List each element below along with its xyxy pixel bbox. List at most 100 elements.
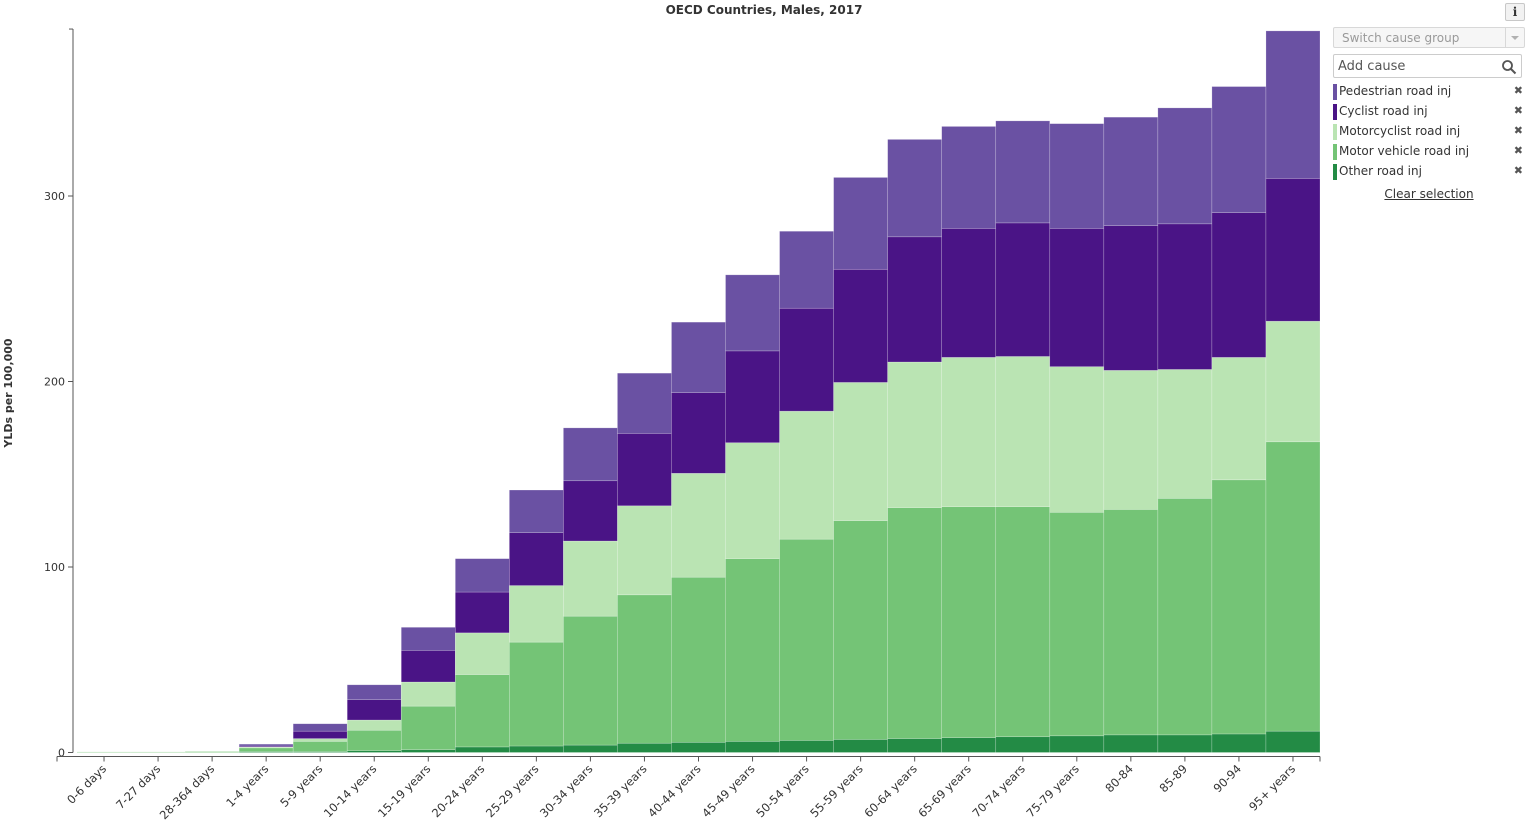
bar-segment[interactable] xyxy=(346,719,402,731)
bar-segment[interactable] xyxy=(509,532,564,586)
bar-segment[interactable] xyxy=(563,615,618,746)
remove-cause-icon[interactable]: ✖ xyxy=(1513,84,1523,97)
bar-segment[interactable] xyxy=(617,433,672,507)
bar-segment[interactable] xyxy=(238,743,294,747)
dropdown-arrow-icon[interactable] xyxy=(1505,28,1524,47)
bar-segment[interactable] xyxy=(1103,370,1159,510)
bar-segment[interactable] xyxy=(941,126,997,229)
bar-segment[interactable] xyxy=(887,236,942,363)
bar-segment[interactable] xyxy=(995,736,1051,753)
bar-segment[interactable] xyxy=(509,489,564,533)
bar-segment[interactable] xyxy=(563,744,618,753)
bar-segment[interactable] xyxy=(617,594,672,744)
bar-segment[interactable] xyxy=(995,120,1051,224)
bar-segment[interactable] xyxy=(1157,223,1213,370)
bar-segment[interactable] xyxy=(1049,123,1105,229)
bar-segment[interactable] xyxy=(238,747,294,752)
bar-segment[interactable] xyxy=(779,230,834,309)
bar-segment[interactable] xyxy=(1265,178,1321,322)
legend-item[interactable]: Pedestrian road inj ✖ xyxy=(1333,82,1525,102)
add-cause-field[interactable] xyxy=(1333,54,1522,78)
bar-segment[interactable] xyxy=(779,538,834,741)
bar-segment[interactable] xyxy=(833,739,888,753)
bar-segment[interactable] xyxy=(400,626,456,651)
bar-segment[interactable] xyxy=(346,684,402,700)
bar-segment[interactable] xyxy=(671,741,726,753)
bar-segment[interactable] xyxy=(400,650,456,683)
bar-segment[interactable] xyxy=(1211,86,1267,213)
bar-segment[interactable] xyxy=(184,751,240,753)
bar-segment[interactable] xyxy=(130,751,186,753)
bar-segment[interactable] xyxy=(400,681,456,707)
bar-segment[interactable] xyxy=(1211,357,1267,481)
bar-segment[interactable] xyxy=(833,268,888,383)
bar-segment[interactable] xyxy=(292,741,348,752)
bar-segment[interactable] xyxy=(509,745,564,753)
bar-segment[interactable] xyxy=(779,307,834,412)
bar-segment[interactable] xyxy=(1157,107,1213,225)
bar-segment[interactable] xyxy=(1157,734,1213,753)
bar-segment[interactable] xyxy=(779,410,834,540)
bar-segment[interactable] xyxy=(454,591,510,634)
bar-segment[interactable] xyxy=(617,505,672,596)
bar-segment[interactable] xyxy=(292,723,348,732)
bar-segment[interactable] xyxy=(1103,116,1159,226)
bar-segment[interactable] xyxy=(1265,30,1321,179)
bar-segment[interactable] xyxy=(292,730,348,739)
bar-segment[interactable] xyxy=(1049,228,1105,367)
bar-segment[interactable] xyxy=(725,442,780,559)
info-button[interactable]: i xyxy=(1505,3,1525,21)
bar-segment[interactable] xyxy=(671,576,726,743)
bar-segment[interactable] xyxy=(617,742,672,753)
bar-segment[interactable] xyxy=(454,746,510,753)
bar-segment[interactable] xyxy=(563,427,618,482)
legend-item[interactable]: Motorcyclist road inj ✖ xyxy=(1333,122,1525,142)
bar-segment[interactable] xyxy=(887,139,942,238)
clear-selection-link[interactable]: Clear selection xyxy=(1384,187,1474,201)
legend-item[interactable]: Cyclist road inj ✖ xyxy=(1333,102,1525,122)
remove-cause-icon[interactable]: ✖ xyxy=(1513,124,1523,137)
bar-segment[interactable] xyxy=(995,356,1051,508)
bar-segment[interactable] xyxy=(833,177,888,270)
bar-segment[interactable] xyxy=(1103,734,1159,753)
bar-segment[interactable] xyxy=(1049,735,1105,753)
remove-cause-icon[interactable]: ✖ xyxy=(1513,104,1523,117)
bar-segment[interactable] xyxy=(1103,225,1159,371)
bar-segment[interactable] xyxy=(833,520,888,740)
remove-cause-icon[interactable]: ✖ xyxy=(1513,164,1523,177)
bar-segment[interactable] xyxy=(1103,509,1159,736)
switch-cause-group-select[interactable]: Switch cause group xyxy=(1333,27,1525,48)
bar-segment[interactable] xyxy=(1049,511,1105,737)
bar-segment[interactable] xyxy=(887,361,942,508)
remove-cause-icon[interactable]: ✖ xyxy=(1513,144,1523,157)
bar-segment[interactable] xyxy=(887,507,942,739)
bar-segment[interactable] xyxy=(400,749,456,753)
search-icon[interactable] xyxy=(1501,59,1517,75)
bar-segment[interactable] xyxy=(779,740,834,753)
bar-segment[interactable] xyxy=(671,473,726,578)
bar-segment[interactable] xyxy=(1265,320,1321,443)
legend-item[interactable]: Other road inj ✖ xyxy=(1333,162,1525,182)
bar-segment[interactable] xyxy=(725,274,780,352)
bar-segment[interactable] xyxy=(671,392,726,474)
bar-segment[interactable] xyxy=(509,585,564,643)
bar-segment[interactable] xyxy=(400,705,456,751)
bar-segment[interactable] xyxy=(1265,730,1321,753)
bar-segment[interactable] xyxy=(941,228,997,358)
bar-segment[interactable] xyxy=(1157,498,1213,736)
bar-segment[interactable] xyxy=(671,321,726,393)
bar-segment[interactable] xyxy=(454,558,510,593)
bar-segment[interactable] xyxy=(563,540,618,617)
bar-segment[interactable] xyxy=(995,222,1051,357)
bar-segment[interactable] xyxy=(833,382,888,521)
bar-segment[interactable] xyxy=(1157,369,1213,499)
bar-segment[interactable] xyxy=(454,674,510,748)
bar-segment[interactable] xyxy=(1049,366,1105,513)
bar-segment[interactable] xyxy=(509,641,564,747)
bar-segment[interactable] xyxy=(292,738,348,742)
legend-item[interactable]: Motor vehicle road inj ✖ xyxy=(1333,142,1525,162)
bar-segment[interactable] xyxy=(941,357,997,508)
bar-segment[interactable] xyxy=(563,480,618,542)
bar-segment[interactable] xyxy=(887,738,942,753)
bar-segment[interactable] xyxy=(725,558,780,742)
